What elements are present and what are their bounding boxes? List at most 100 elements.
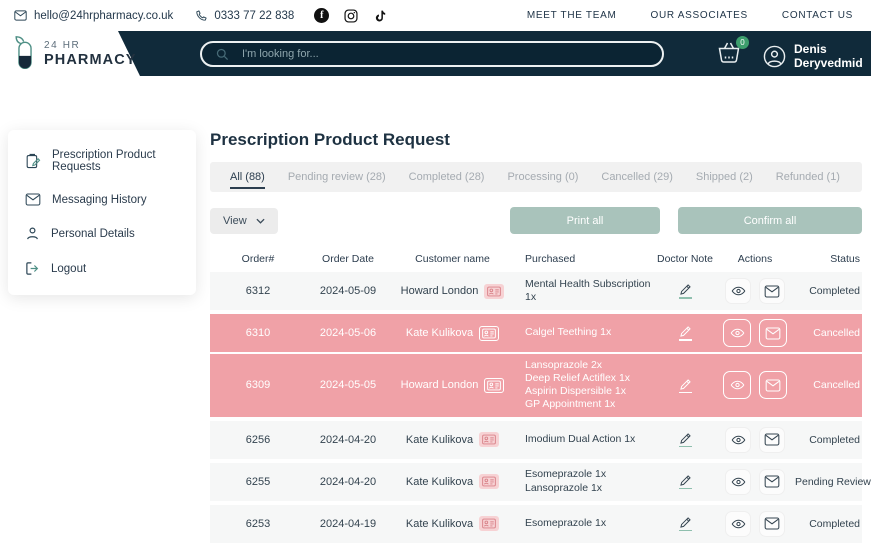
contact-card-icon[interactable]: [484, 283, 505, 299]
topbar-link-meet-the-team[interactable]: MEET THE TEAM: [526, 10, 617, 21]
sidebar-item-prescription-product-requests[interactable]: Prescription Product Requests: [8, 139, 196, 183]
envelope-icon: [764, 433, 780, 446]
phone-icon: [195, 9, 207, 22]
doctor-note-edit-button[interactable]: [678, 283, 692, 299]
cart-button[interactable]: 0: [716, 36, 749, 65]
pencil-icon: [679, 474, 692, 487]
top-utility-bar: hello@24hrpharmacy.co.uk 0333 77 22 838 …: [0, 0, 871, 31]
pencil-underline: [678, 339, 692, 341]
eye-icon: [731, 518, 746, 530]
eye-icon: [731, 476, 746, 488]
phone-contact[interactable]: 0333 77 22 838: [195, 10, 294, 22]
contact-card-icon[interactable]: [484, 377, 505, 393]
prescription-clipboard-icon: [25, 153, 41, 169]
tab-refunded-1[interactable]: Refunded (1): [775, 171, 840, 183]
logo-text-line2: PHARMACY: [44, 51, 137, 68]
order-number: 6256: [245, 433, 271, 446]
pencil-icon: [679, 432, 692, 445]
eye-icon: [730, 327, 745, 339]
logout-door-icon: [25, 261, 40, 276]
sidebar-item-label: Messaging History: [52, 193, 147, 206]
doctor-note-edit-button[interactable]: [678, 516, 692, 532]
email-order-button[interactable]: [759, 426, 785, 453]
pharmacy-pill-logo-icon: [12, 34, 38, 73]
tab-pending-review-28[interactable]: Pending review (28): [287, 171, 386, 183]
view-order-button[interactable]: [725, 278, 751, 304]
contact-card-icon[interactable]: [479, 325, 500, 341]
bulk-action-buttons: Print all Confirm all: [510, 207, 862, 234]
email-order-button[interactable]: [759, 278, 785, 304]
sidebar-item-personal-details[interactable]: Personal Details: [8, 216, 196, 251]
purchased-items: Esomeprazole 1x Lansoprazole 1x: [525, 468, 607, 494]
contact-card-icon[interactable]: [479, 474, 500, 489]
confirm-all-button[interactable]: Confirm all: [678, 207, 862, 234]
social-icons: f: [314, 8, 386, 23]
view-dropdown[interactable]: View: [210, 207, 278, 234]
order-status: Completed: [809, 433, 860, 446]
email-order-button[interactable]: [759, 510, 785, 537]
tiktok-icon[interactable]: [373, 9, 386, 23]
doctor-note-edit-button[interactable]: [678, 474, 692, 490]
column-header-doctor-note: Doctor Note: [656, 253, 714, 265]
print-all-button[interactable]: Print all: [510, 207, 660, 234]
contact-card-icon[interactable]: [479, 432, 500, 447]
person-icon: [25, 226, 40, 241]
table-row-order-6255: 6255 2024-04-20 Kate Kulikova Esomeprazole …: [210, 462, 871, 501]
tab-cancelled-29[interactable]: Cancelled (29): [601, 171, 673, 183]
view-order-button[interactable]: [725, 426, 751, 453]
order-number: 6310: [245, 327, 271, 339]
column-header-purchased: Purchased: [525, 253, 576, 265]
sidebar-menu: Prescription Product Requests Messaging H…: [8, 139, 196, 286]
view-order-button[interactable]: [725, 468, 751, 495]
sidebar-item-label: Prescription Product Requests: [52, 149, 156, 173]
tab-all-88[interactable]: All (88): [230, 162, 265, 192]
customer-name: Howard London: [400, 285, 479, 297]
sidebar-item-messaging-history[interactable]: Messaging History: [8, 183, 196, 216]
purchased-items: Lansoprazole 2x Deep Relief Actiflex 1x As…: [525, 359, 631, 411]
customer-name: Kate Kulikova: [405, 475, 474, 488]
logo-text-line1: 24 HR: [44, 39, 81, 51]
tab-completed-28[interactable]: Completed (28): [408, 171, 485, 183]
logo[interactable]: 24 HR PHARMACY: [12, 34, 137, 73]
account-sidebar: Prescription Product Requests Messaging H…: [8, 130, 196, 295]
email-contact[interactable]: hello@24hrpharmacy.co.uk: [14, 10, 173, 22]
view-order-button[interactable]: [725, 510, 751, 537]
doctor-note-edit-button[interactable]: [678, 378, 692, 393]
topbar-link-our-associates[interactable]: OUR ASSOCIATES: [650, 10, 748, 21]
table-row-order-6312: 6312 2024-05-09 Howard London Mental Health…: [210, 272, 862, 310]
purchased-items: Imodium Dual Action 1x: [525, 432, 636, 445]
user-name: Denis Deryvedmid: [794, 42, 863, 70]
table-row-order-6253: 6253 2024-04-19 Kate Kulikova Esomeprazole …: [210, 504, 862, 543]
pencil-underline: [678, 297, 692, 299]
view-order-button[interactable]: [723, 319, 751, 347]
purchased-items: Esomeprazole 1x: [525, 516, 607, 529]
email-order-button[interactable]: [759, 371, 787, 400]
topbar-link-contact-us[interactable]: CONTACT US: [781, 10, 853, 21]
view-order-button[interactable]: [723, 371, 751, 400]
email-order-button[interactable]: [759, 319, 787, 347]
email-order-button[interactable]: [759, 468, 785, 495]
account-menu[interactable]: Denis Deryvedmid: [763, 42, 871, 70]
customer-name: Kate Kulikova: [405, 517, 474, 530]
basket-icon: [716, 40, 742, 65]
customer-name: Kate Kulikova: [405, 433, 474, 446]
tab-processing-0[interactable]: Processing (0): [507, 171, 579, 183]
pencil-underline: [678, 529, 692, 532]
search-input[interactable]: [240, 47, 649, 61]
tab-shipped-2[interactable]: Shipped (2): [695, 171, 753, 183]
column-header-order-: Order#: [241, 253, 275, 265]
table-row-order-6310: 6310 2024-05-06 Kate Kulikova Calgel Teethi…: [210, 314, 862, 352]
search-bar[interactable]: [200, 41, 664, 67]
facebook-icon[interactable]: f: [314, 8, 330, 23]
purchased-items: Mental Health Subscription 1x: [525, 277, 651, 303]
order-status: Cancelled: [813, 379, 860, 392]
sidebar-item-logout[interactable]: Logout: [8, 251, 196, 286]
pencil-icon: [679, 378, 692, 391]
doctor-note-edit-button[interactable]: [678, 325, 692, 341]
contact-card-icon[interactable]: [479, 516, 500, 531]
instagram-icon[interactable]: [344, 8, 358, 23]
envelope-icon: [764, 284, 780, 298]
search-icon: [215, 47, 229, 61]
doctor-note-edit-button[interactable]: [678, 432, 692, 448]
envelope-icon: [25, 193, 41, 206]
